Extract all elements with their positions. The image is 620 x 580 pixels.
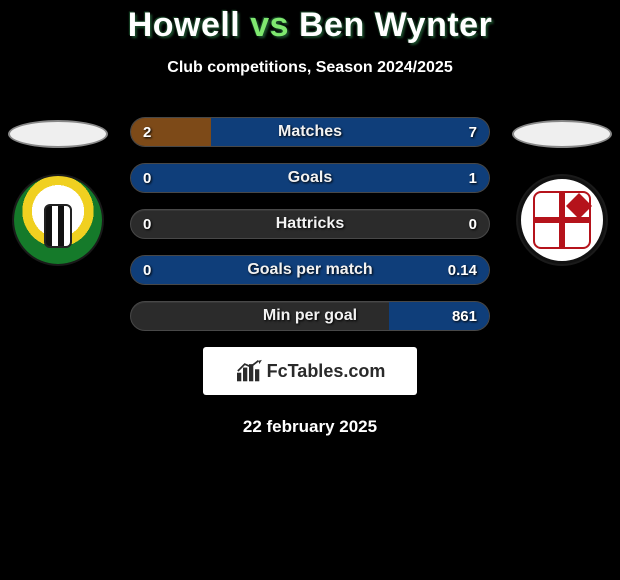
stat-value-left: 0 [131,210,163,238]
stat-label: Hattricks [131,210,489,238]
brand-logo: FcTables.com [203,347,417,395]
flag-ellipse-right [512,120,612,148]
flag-ellipse-left [8,120,108,148]
stat-value-right: 7 [457,118,489,146]
stat-row: 01Goals [130,163,490,193]
title-player-right: Ben Wynter [299,6,492,44]
stat-value-right: 0.14 [436,256,489,284]
title-player-left: Howell [128,6,241,44]
title-vs: vs [250,6,289,44]
stat-row: 861Min per goal [130,301,490,331]
chart-icon [235,359,263,383]
stat-value-left: 0 [131,256,163,284]
stat-value-left: 0 [131,164,163,192]
comparison-date: 22 february 2025 [0,417,620,437]
stat-row: 27Matches [130,117,490,147]
stat-value-right: 0 [457,210,489,238]
club-crest-right [518,176,606,264]
stat-row: 00.14Goals per match [130,255,490,285]
page-title: Howell vs Ben Wynter [0,6,620,45]
stat-value-left: 2 [131,118,163,146]
stat-value-right: 1 [457,164,489,192]
subtitle: Club competitions, Season 2024/2025 [0,59,620,77]
stat-bar-right [211,118,489,146]
player-left-column [8,120,108,264]
stat-bar-right [131,164,489,192]
stat-row: 0 0Hattricks [130,209,490,239]
club-crest-left [14,176,102,264]
stats-list: 27Matches01Goals00Hattricks00.14Goals pe… [130,117,490,331]
comparison-card: Howell vs Ben Wynter Club competitions, … [0,0,620,580]
player-right-column [512,120,612,264]
stat-value-right: 861 [440,302,489,330]
brand-name: FcTables.com [267,361,386,382]
stat-value-left [131,302,155,330]
